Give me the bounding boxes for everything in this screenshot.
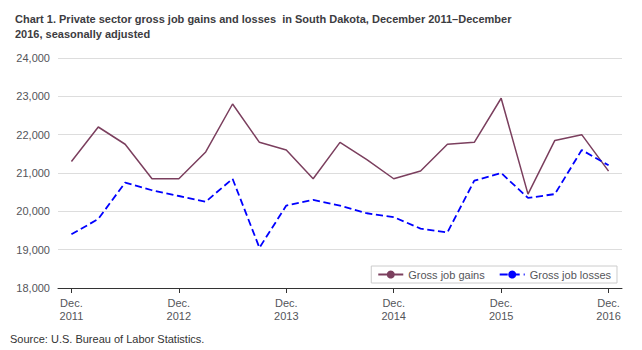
svg-text:24,000: 24,000: [16, 52, 50, 64]
svg-text:2013: 2013: [274, 310, 298, 322]
svg-text:22,000: 22,000: [16, 129, 50, 141]
svg-text:Dec.: Dec.: [597, 297, 620, 309]
svg-text:Dec.: Dec.: [168, 297, 191, 309]
svg-text:2012: 2012: [167, 310, 191, 322]
svg-text:18,000: 18,000: [16, 282, 50, 294]
svg-text:2011: 2011: [60, 310, 84, 322]
svg-text:2014: 2014: [381, 310, 405, 322]
svg-text:19,000: 19,000: [16, 244, 50, 256]
svg-text:2016, seasonally adjusted: 2016, seasonally adjusted: [15, 28, 150, 40]
svg-text:23,000: 23,000: [16, 90, 50, 102]
svg-text:2015: 2015: [489, 310, 513, 322]
svg-text:2016: 2016: [596, 310, 620, 322]
svg-text:20,000: 20,000: [16, 205, 50, 217]
svg-text:Gross job gains: Gross job gains: [408, 269, 485, 281]
svg-text:Gross job losses: Gross job losses: [530, 269, 612, 281]
svg-text:Chart 1. Private sector gross: Chart 1. Private sector gross job gains …: [15, 13, 512, 25]
svg-text:Dec.: Dec.: [382, 297, 405, 309]
svg-text:Source: U.S. Bureau of Labor S: Source: U.S. Bureau of Labor Statistics.: [10, 333, 204, 345]
svg-text:Dec.: Dec.: [60, 297, 83, 309]
svg-text:21,000: 21,000: [16, 167, 50, 179]
svg-text:Dec.: Dec.: [490, 297, 513, 309]
svg-text:Dec.: Dec.: [275, 297, 298, 309]
